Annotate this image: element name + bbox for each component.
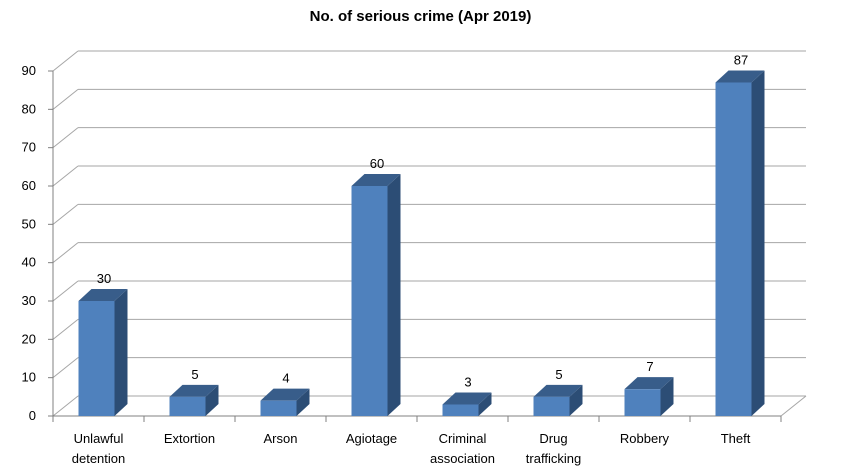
bar <box>351 186 388 416</box>
x-tick-label: association <box>430 451 495 466</box>
grid-depth-line <box>52 165 79 187</box>
data-label: 3 <box>464 375 471 390</box>
grid-depth-line <box>52 127 79 149</box>
bar-top <box>78 289 128 301</box>
y-tick-label: 30 <box>22 293 36 308</box>
data-label: 4 <box>282 371 289 386</box>
bar-side <box>751 70 765 416</box>
chart-title: No. of serious crime (Apr 2019) <box>309 8 532 25</box>
bar <box>442 404 479 416</box>
bar-top <box>533 384 583 397</box>
x-tick-label: Agiotage <box>346 431 397 446</box>
x-tick-label: Drug <box>539 431 567 446</box>
bar <box>78 301 115 416</box>
grid-depth-line <box>52 318 79 340</box>
y-tick-label: 40 <box>22 255 36 270</box>
data-label: 5 <box>191 367 198 382</box>
y-tick-label: 50 <box>22 216 36 231</box>
bar-top <box>442 392 492 405</box>
bar <box>624 389 661 416</box>
x-tick-label: Arson <box>264 431 298 446</box>
bar-top <box>624 377 674 390</box>
bar-side <box>660 377 674 416</box>
floor-edge <box>780 395 807 417</box>
bar-side <box>114 289 128 416</box>
y-tick-label: 70 <box>22 140 36 155</box>
data-label: 5 <box>555 367 562 382</box>
y-tick-label: 90 <box>22 63 36 78</box>
data-label: 87 <box>734 53 748 68</box>
data-label: 7 <box>646 359 653 374</box>
y-tick-label: 20 <box>22 331 36 346</box>
grid-depth-line <box>52 395 79 417</box>
bar <box>715 82 752 416</box>
bar-top <box>351 174 401 186</box>
y-tick-label: 60 <box>22 178 36 193</box>
bar-side <box>387 174 401 416</box>
grid-depth-line <box>52 88 79 110</box>
grid-depth-line <box>52 357 79 379</box>
bar-side <box>478 392 492 416</box>
x-tick-label: Criminal <box>439 431 487 446</box>
x-tick-label: trafficking <box>526 451 581 466</box>
bar-top <box>260 388 310 401</box>
bar <box>533 396 570 416</box>
data-label: 60 <box>370 156 384 171</box>
bar-top <box>715 70 765 83</box>
grid-depth-line <box>52 280 79 302</box>
bar-side <box>205 384 219 416</box>
data-label: 30 <box>97 271 111 286</box>
y-tick-label: 10 <box>22 370 36 385</box>
x-tick-label: Robbery <box>620 431 670 446</box>
bar <box>260 400 297 416</box>
grid-depth-line <box>52 242 79 264</box>
bar-side <box>296 388 310 416</box>
x-tick-label: Theft <box>721 431 751 446</box>
y-tick-label: 0 <box>29 408 36 423</box>
x-tick-label: Unlawful <box>74 431 124 446</box>
x-tick-label: Extortion <box>164 431 215 446</box>
y-tick-label: 80 <box>22 101 36 116</box>
grid-depth-line <box>52 203 79 225</box>
bar-top <box>169 384 219 397</box>
x-tick-label: detention <box>72 451 126 466</box>
bar-side <box>569 384 583 416</box>
bar <box>169 396 206 416</box>
grid-depth-line <box>52 50 79 72</box>
